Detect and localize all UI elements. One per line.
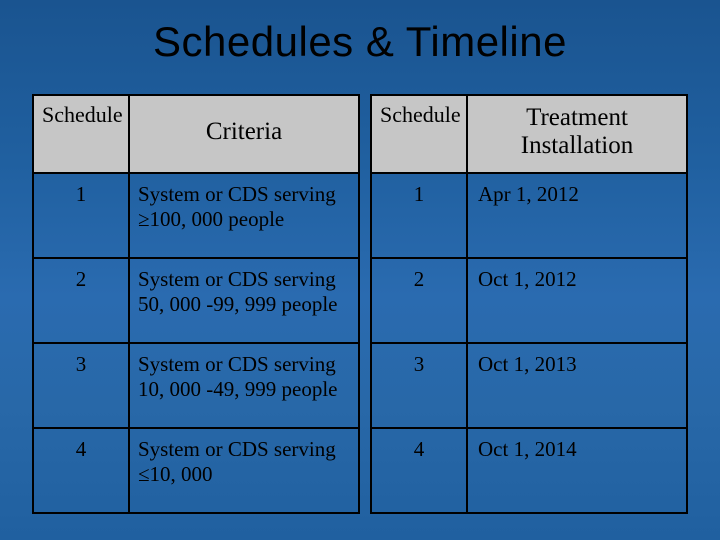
table-row: 2 System or CDS serving 50, 000 -99, 999… <box>33 258 359 343</box>
table-row: 3 Oct 1, 2013 <box>371 343 687 428</box>
header-schedule-left: Schedule <box>33 95 129 173</box>
cell-schedule: 2 <box>33 258 129 343</box>
header-criteria: Criteria <box>129 95 359 173</box>
cell-schedule: 2 <box>371 258 467 343</box>
table-row: 1 Apr 1, 2012 <box>371 173 687 258</box>
cell-criteria: System or CDS serving ≥100, 000 people <box>129 173 359 258</box>
table-row: 3 System or CDS serving 10, 000 -49, 999… <box>33 343 359 428</box>
table-row: 4 System or CDS serving ≤10, 000 <box>33 428 359 513</box>
tables-container: Schedule Criteria 1 System or CDS servin… <box>30 94 690 514</box>
table-header-row: Schedule Criteria <box>33 95 359 173</box>
criteria-table: Schedule Criteria 1 System or CDS servin… <box>32 94 360 514</box>
cell-date: Oct 1, 2014 <box>467 428 687 513</box>
cell-date: Oct 1, 2013 <box>467 343 687 428</box>
cell-schedule: 1 <box>371 173 467 258</box>
table-row: 2 Oct 1, 2012 <box>371 258 687 343</box>
cell-criteria: System or CDS serving ≤10, 000 <box>129 428 359 513</box>
cell-schedule: 4 <box>371 428 467 513</box>
table-row: 1 System or CDS serving ≥100, 000 people <box>33 173 359 258</box>
cell-schedule: 3 <box>33 343 129 428</box>
cell-schedule: 3 <box>371 343 467 428</box>
header-schedule-right: Schedule <box>371 95 467 173</box>
table-header-row: Schedule Treatment Installation <box>371 95 687 173</box>
slide: Schedules & Timeline Schedule Criteria 1… <box>0 0 720 540</box>
header-treatment: Treatment Installation <box>467 95 687 173</box>
cell-date: Oct 1, 2012 <box>467 258 687 343</box>
slide-title: Schedules & Timeline <box>30 18 690 66</box>
cell-criteria: System or CDS serving 50, 000 -99, 999 p… <box>129 258 359 343</box>
cell-criteria: System or CDS serving 10, 000 -49, 999 p… <box>129 343 359 428</box>
cell-schedule: 1 <box>33 173 129 258</box>
cell-date: Apr 1, 2012 <box>467 173 687 258</box>
cell-schedule: 4 <box>33 428 129 513</box>
table-row: 4 Oct 1, 2014 <box>371 428 687 513</box>
treatment-table: Schedule Treatment Installation 1 Apr 1,… <box>370 94 688 514</box>
